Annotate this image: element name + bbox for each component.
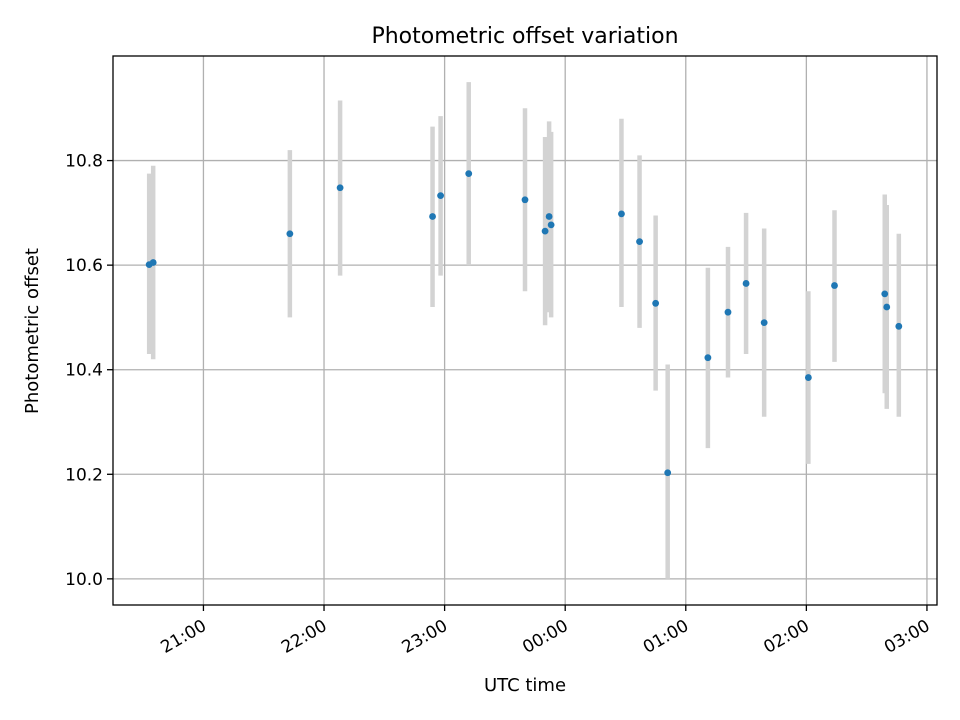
y-axis-label: Photometric offset — [22, 248, 43, 414]
data-point — [437, 192, 444, 200]
y-tick-label: 10.2 — [65, 465, 103, 485]
y-tick-label: 10.0 — [65, 570, 103, 590]
y-tick-label: 10.6 — [65, 256, 103, 276]
plot-frame — [112, 55, 938, 606]
y-tick-label: 10.4 — [65, 361, 103, 381]
data-point — [149, 259, 157, 266]
data-point — [652, 299, 660, 307]
data-point — [541, 227, 549, 235]
data-point — [831, 282, 838, 289]
data-point — [881, 290, 889, 298]
data-point — [742, 280, 750, 287]
data-point — [286, 230, 294, 238]
data-point — [804, 374, 812, 381]
chart-title: Photometric offset variation — [371, 24, 678, 49]
data-point — [465, 170, 473, 178]
y-tick-label: 10.8 — [65, 152, 103, 172]
data-point — [336, 184, 344, 192]
data-points — [145, 170, 903, 477]
data-point — [636, 238, 643, 246]
data-point — [618, 210, 625, 218]
data-point — [547, 221, 555, 229]
data-point — [429, 213, 436, 220]
data-point — [760, 319, 768, 327]
data-point — [883, 303, 891, 311]
x-axis-label: UTC time — [484, 675, 566, 696]
data-point — [664, 469, 672, 477]
data-point — [521, 196, 529, 204]
data-point — [545, 213, 553, 220]
data-point — [704, 354, 712, 362]
data-point — [895, 322, 903, 330]
data-point — [724, 308, 732, 316]
